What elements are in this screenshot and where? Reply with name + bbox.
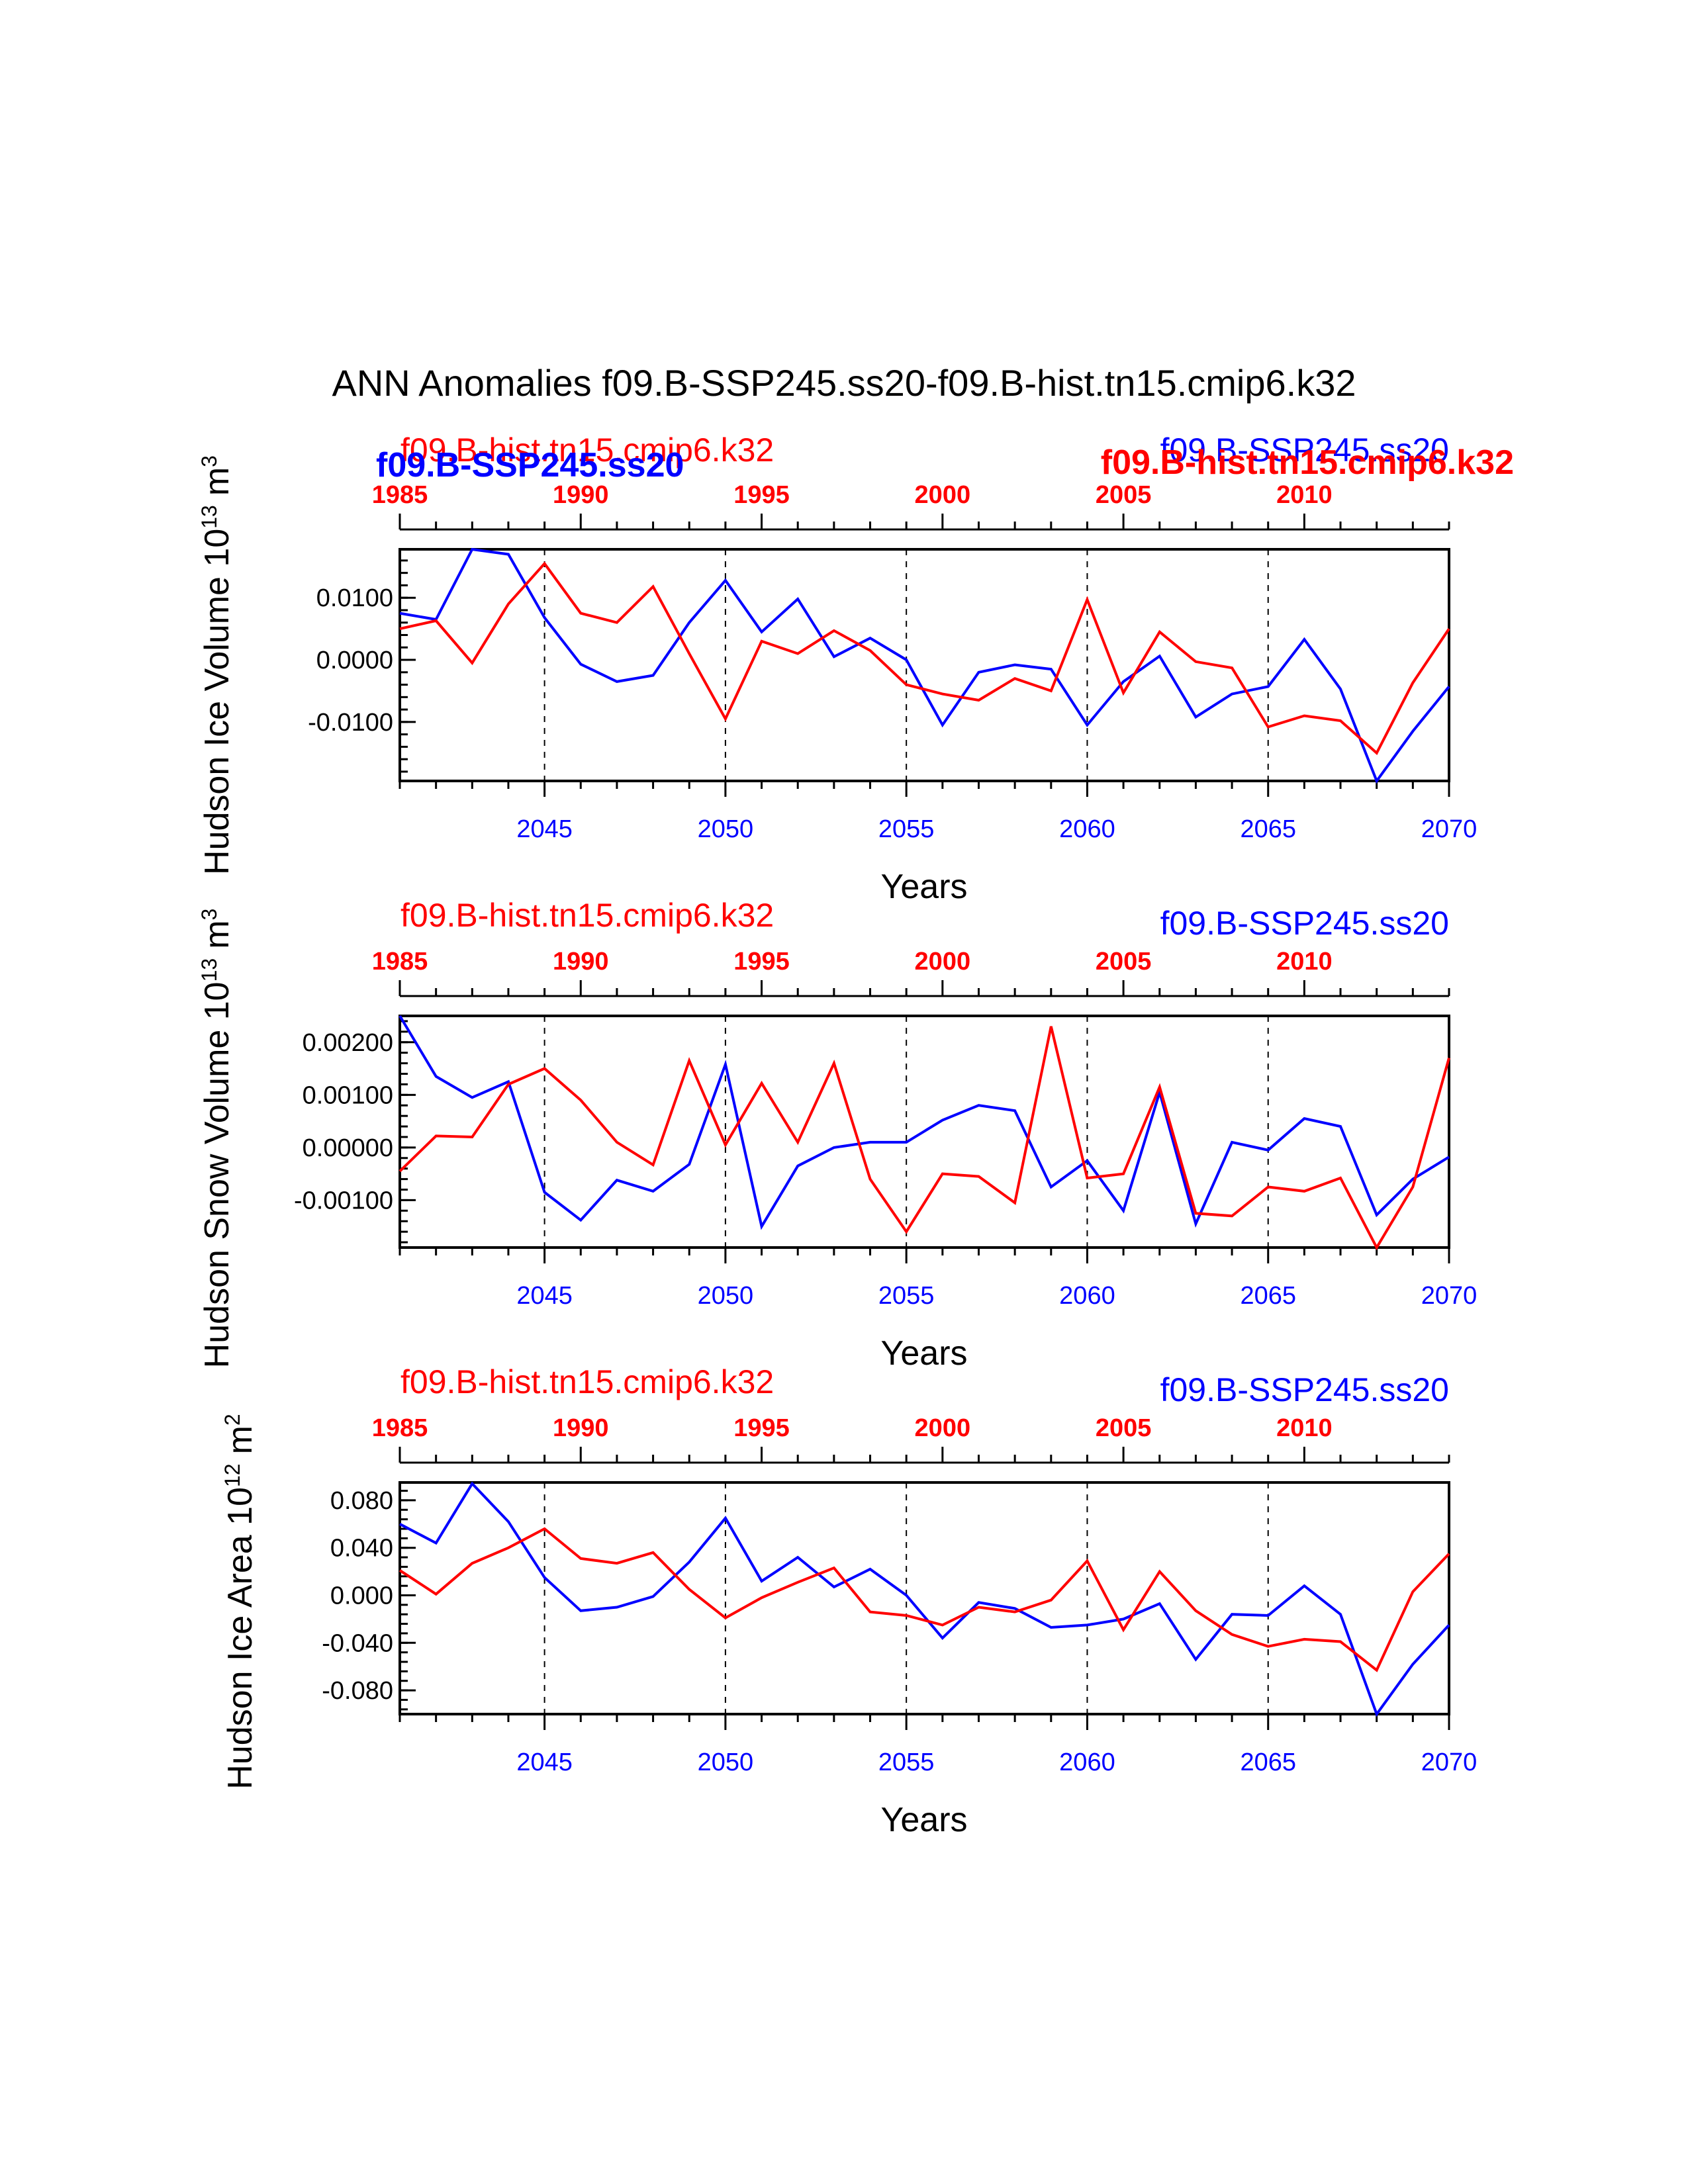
y-tick-label: 0.000 (330, 1582, 393, 1610)
top-tick-label: 1990 (553, 948, 609, 976)
series-line-ssp245 (399, 1481, 1450, 1717)
series-line-ssp245 (399, 1015, 1450, 1230)
run-label-b: f09.B-hist.tn15.cmip6.k32 (400, 432, 774, 469)
top-tick-label: 1985 (372, 481, 428, 509)
series-line-hist (399, 561, 1450, 756)
x-tick-label: 2045 (516, 1282, 573, 1310)
plot-area-frame (399, 1015, 1450, 1249)
x-tick-label: 2070 (1421, 1749, 1477, 1776)
x-tick-label: 2065 (1240, 1749, 1296, 1776)
y-axis-title: Hudson Ice Volume 1013m3 (197, 455, 236, 875)
y-tick-label: 0.0100 (316, 584, 393, 612)
top-tick-label: 1985 (372, 1414, 428, 1442)
x-tick-label: 2070 (1421, 1282, 1477, 1310)
series-line-hist (399, 1026, 1450, 1251)
y-tick-label: 0.080 (330, 1487, 393, 1515)
top-tick-label: 2005 (1096, 948, 1152, 976)
x-tick-label: 2060 (1059, 1749, 1115, 1776)
run-label-b: f09.B-hist.tn15.cmip6.k32 (400, 897, 774, 934)
run-label-b: f09.B-hist.tn15.cmip6.k32 (400, 1363, 774, 1400)
series-line-ssp245 (399, 547, 1450, 784)
top-tick-label: 1995 (733, 481, 790, 509)
top-tick-label: 2005 (1096, 481, 1152, 509)
y-tick-label: 0.0000 (316, 647, 393, 674)
top-tick-label: 2010 (1276, 948, 1333, 976)
x-axis-title: Years (880, 1801, 967, 1839)
x-tick-label: 2065 (1240, 815, 1296, 843)
x-tick-label: 2070 (1421, 815, 1477, 843)
y-axis-title: Hudson Snow Volume 1013m3 (197, 909, 236, 1369)
top-tick-label: 2000 (915, 481, 971, 509)
x-tick-label: 2050 (698, 1282, 754, 1310)
y-tick-label: 0.040 (330, 1535, 393, 1563)
x-tick-label: 2055 (878, 815, 935, 843)
top-tick-label: 1995 (733, 948, 790, 976)
y-tick-label: 0.00200 (303, 1029, 393, 1057)
top-tick-label: 2000 (915, 1414, 971, 1442)
x-tick-label: 2060 (1059, 1282, 1115, 1310)
top-tick-label: 2000 (915, 948, 971, 976)
y-tick-label: -0.080 (322, 1677, 393, 1705)
x-tick-label: 2060 (1059, 815, 1115, 843)
run-label-b-bold: f09.B-hist.tn15.cmip6.k32 (1101, 443, 1514, 482)
x-tick-label: 2055 (878, 1749, 935, 1776)
series-line-hist (399, 1527, 1450, 1672)
x-axis-title: Years (880, 1334, 967, 1373)
x-tick-label: 2065 (1240, 1282, 1296, 1310)
panel-ice-volume: 0.0100 0.0000 -0.0100 2045 2050 2055 2060 2065… (197, 432, 1514, 906)
x-tick-label: 2055 (878, 1282, 935, 1310)
top-tick-label: 2005 (1096, 1414, 1152, 1442)
run-label-a-bold: f09.B-SSP245.ss20 (376, 446, 684, 484)
figure-title: ANN Anomalies f09.B-SSP245.ss20-f09.B-hi… (332, 362, 1356, 404)
x-tick-label: 2045 (516, 1749, 573, 1776)
top-tick-label: 1990 (553, 1414, 609, 1442)
top-tick-label: 1985 (372, 948, 428, 976)
y-tick-label: 0.00000 (303, 1134, 393, 1162)
top-tick-label: 1990 (553, 481, 609, 509)
plot-area-frame (399, 548, 1450, 782)
y-tick-label: -0.00100 (294, 1187, 393, 1214)
x-axis-title: Years (880, 868, 967, 906)
run-label-a: f09.B-SSP245.ss20 (1160, 1371, 1449, 1408)
panel-snow-volume: 0.00200 0.00100 0.00000 -0.00100 2045 2050 20… (197, 897, 1477, 1373)
x-tick-label: 2050 (698, 815, 754, 843)
y-tick-label: -0.0100 (308, 709, 393, 737)
panel-ice-area: 0.080 0.040 0.000 -0.040 -0.080 2045 2050 2055… (220, 1363, 1477, 1839)
y-axis-title: Hudson Ice Area 1012m2 (220, 1414, 259, 1789)
top-tick-label: 2010 (1276, 481, 1333, 509)
run-label-a: f09.B-SSP245.ss20 (1160, 432, 1449, 469)
x-tick-label: 2045 (516, 815, 573, 843)
top-tick-label: 1995 (733, 1414, 790, 1442)
plot-area-frame (399, 1481, 1450, 1715)
run-label-a: f09.B-SSP245.ss20 (1160, 905, 1449, 942)
y-tick-label: -0.040 (322, 1629, 393, 1657)
top-tick-label: 2010 (1276, 1414, 1333, 1442)
x-tick-label: 2050 (698, 1749, 754, 1776)
y-tick-label: 0.00100 (303, 1081, 393, 1109)
